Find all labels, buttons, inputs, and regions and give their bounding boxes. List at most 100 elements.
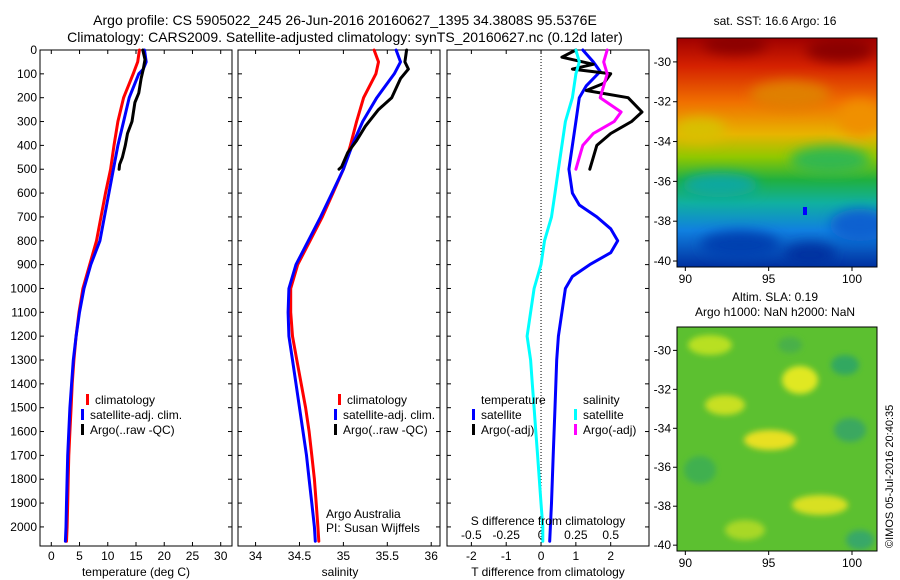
depth-tick-label: 400 xyxy=(17,138,37,152)
sla-map-title-line1: Altim. SLA: 0.19 xyxy=(732,290,818,304)
s-difference-axis-label: S difference from climatology xyxy=(471,514,626,528)
argo-location-marker xyxy=(803,207,807,215)
depth-tick-label: 1800 xyxy=(10,472,37,486)
lat-tick-label: -38 xyxy=(654,499,672,513)
salinity-curves xyxy=(286,48,410,543)
depth-tick-label: 1100 xyxy=(11,305,37,319)
legend-label-s-satellite: satellite xyxy=(583,408,624,422)
depth-tick-label: 1500 xyxy=(10,401,37,415)
depth-tick-label: 1200 xyxy=(10,329,37,343)
lat-tick-label: -40 xyxy=(654,538,672,552)
legend-swatch-argo xyxy=(334,424,337,435)
lat-tick-label: -30 xyxy=(654,55,672,69)
s-tick-label: 0 xyxy=(538,528,545,542)
x-tick-label: -2 xyxy=(466,549,477,563)
legend-label-satellite: satellite-adj. clim. xyxy=(343,408,435,422)
lat-tick-label: -40 xyxy=(654,254,672,268)
x-tick-label: 5 xyxy=(76,549,83,563)
sst-texture xyxy=(677,38,877,267)
profile-line-1 xyxy=(560,48,644,171)
profile-line-0 xyxy=(548,48,620,543)
legend-label-t-satellite: satellite xyxy=(481,408,522,422)
sst-heatmap xyxy=(677,38,877,267)
depth-tick-label: 1400 xyxy=(10,377,37,391)
legend-swatch-satellite xyxy=(81,409,84,420)
s-tick-label: -0.25 xyxy=(493,528,521,542)
lon-tick-label: 90 xyxy=(679,272,693,286)
sst-lon-axis: 90 95 100 xyxy=(679,267,862,286)
legend-swatch-satellite xyxy=(334,409,337,420)
figure-title-line2: Climatology: CARS2009. Satellite-adjuste… xyxy=(67,29,623,45)
legend-label-climatology: climatology xyxy=(347,393,407,407)
salinity-plot-frame xyxy=(237,49,441,547)
salinity-axis-label: salinity xyxy=(322,565,359,579)
salinity-axis: 34 34.5 35 35.5 36 xyxy=(249,50,438,563)
t-difference-axis-label: T difference from climatology xyxy=(471,565,625,579)
depth-tick-label: 1900 xyxy=(10,496,37,510)
x-tick-label: -1 xyxy=(501,549,512,563)
x-tick-label: 20 xyxy=(158,549,172,563)
temperature-curves xyxy=(63,48,148,543)
legend-label-argo: Argo(..raw -QC) xyxy=(90,423,175,437)
sla-lat-axis: -30 -32 -34 -36 -38 -40 xyxy=(654,343,677,552)
legend-label-s-argo: Argo(-adj) xyxy=(583,423,636,437)
depth-tick-label: 900 xyxy=(17,258,37,272)
lon-tick-label: 95 xyxy=(762,556,776,570)
difference-legend: temperature satellite Argo(-adj) salinit… xyxy=(472,393,636,437)
sst-lat-axis: -30 -32 -34 -36 -38 -40 xyxy=(654,55,677,268)
profile-line-1 xyxy=(63,48,148,543)
lat-tick-label: -32 xyxy=(654,382,672,396)
s-difference-axis: -0.5 -0.25 0 0.25 0.5 xyxy=(461,528,619,542)
profile-line-2 xyxy=(525,48,581,543)
legend-swatch-climatology xyxy=(86,394,89,405)
x-tick-label: 2 xyxy=(607,549,614,563)
legend-swatch-t-satellite xyxy=(472,409,475,420)
temperature-panel: 0100200300400500600700800900100011001200… xyxy=(10,43,233,579)
difference-panel: -2 -1 0 1 2 -0.5 -0.25 0 0.25 0.5 temperature sa… xyxy=(446,48,650,579)
x-tick-label: 10 xyxy=(101,549,115,563)
salinity-panel: 34 34.5 35 35.5 36 climatology satellite-adj… xyxy=(237,48,441,579)
lat-tick-label: -34 xyxy=(654,135,672,149)
depth-tick-label: 600 xyxy=(17,186,37,200)
legend-title-temperature: temperature xyxy=(481,393,546,407)
difference-plot-frame xyxy=(446,49,650,547)
sla-map-frame xyxy=(676,326,878,552)
depth-tick-label: 0 xyxy=(30,43,37,57)
legend-title-salinity: salinity xyxy=(583,393,620,407)
lat-tick-label: -30 xyxy=(654,343,672,357)
legend-swatch-t-argo xyxy=(472,424,475,435)
sst-map-frame xyxy=(676,37,878,268)
legend-swatch-climatology xyxy=(338,394,341,405)
depth-tick-label: 1000 xyxy=(10,281,37,295)
profile-line-3 xyxy=(574,48,623,171)
lat-tick-label: -36 xyxy=(654,174,672,188)
sst-map-panel: sat. SST: 16.6 Argo: 16 -30-32-34-36-38-… xyxy=(654,14,878,286)
sla-map-title-line2: Argo h1000: NaN h2000: NaN xyxy=(695,305,855,319)
profile-line-0 xyxy=(65,48,141,543)
sla-lon-axis: 90 95 100 xyxy=(679,551,862,570)
difference-curves xyxy=(525,48,644,543)
legend-label-satellite: satellite-adj. clim. xyxy=(90,408,182,422)
depth-tick-label: 100 xyxy=(17,67,37,81)
temperature-axis: 0 5 10 15 20 25 30 xyxy=(48,50,228,563)
lat-tick-label: -32 xyxy=(654,95,672,109)
figure-title-line1: Argo profile: CS 5905022_245 26-Jun-2016… xyxy=(93,12,597,28)
x-tick-label: 0 xyxy=(48,549,55,563)
x-tick-label: 34 xyxy=(249,549,263,563)
legend-label-t-argo: Argo(-adj) xyxy=(481,423,534,437)
sla-texture xyxy=(684,335,874,550)
lon-tick-label: 95 xyxy=(762,272,776,286)
depth-tick-label: 1700 xyxy=(10,448,37,462)
lon-tick-label: 90 xyxy=(679,556,693,570)
depth-tick-label: 1300 xyxy=(10,353,37,367)
temperature-axis-label: temperature (deg C) xyxy=(82,565,190,579)
depth-tick-label: 2000 xyxy=(10,520,37,534)
salinity-legend: climatology satellite-adj. clim. Argo(..… xyxy=(334,393,435,437)
depth-tick-label: 700 xyxy=(17,210,37,224)
sla-heatmap xyxy=(677,327,877,551)
x-tick-label: 36 xyxy=(425,549,439,563)
legend-swatch-s-argo xyxy=(574,424,577,435)
lat-tick-label: -38 xyxy=(654,214,672,228)
lon-tick-label: 100 xyxy=(842,272,862,286)
